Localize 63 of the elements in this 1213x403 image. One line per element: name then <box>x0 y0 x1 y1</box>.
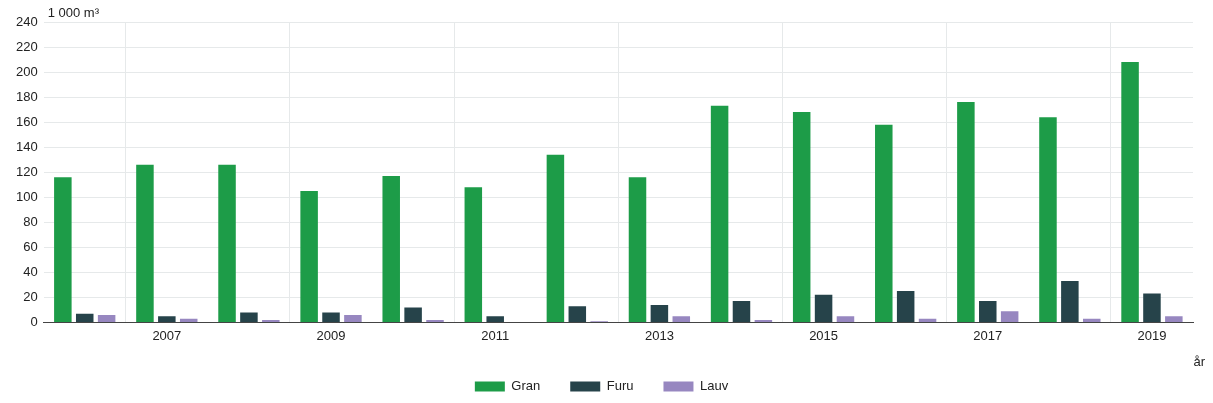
bar <box>1143 293 1161 322</box>
bar <box>262 319 280 322</box>
bar <box>979 301 997 322</box>
bar <box>732 301 751 322</box>
bar <box>97 314 116 322</box>
x-tick-label: 2017 <box>973 327 1003 343</box>
bar <box>54 177 72 322</box>
bar <box>1165 316 1183 322</box>
y-tick-label: 100 <box>15 188 38 204</box>
y-tick-label: 80 <box>23 213 38 229</box>
legend-label: Lauv <box>699 378 729 394</box>
x-tick-label: 2009 <box>316 327 346 343</box>
y-tick-label: 120 <box>15 163 38 179</box>
y-tick-label: 200 <box>15 63 38 79</box>
bar <box>426 319 444 322</box>
x-axis-title: år <box>1193 354 1206 370</box>
x-tick-label: 2015 <box>809 327 839 343</box>
bar <box>957 102 975 322</box>
bar <box>875 124 893 322</box>
bar <box>1039 117 1057 322</box>
bar <box>672 316 691 322</box>
bar <box>792 112 811 322</box>
bar <box>1121 62 1139 322</box>
y-tick-label: 20 <box>23 288 38 304</box>
bar <box>464 187 483 322</box>
bar <box>158 316 176 322</box>
legend-label: Gran <box>511 378 541 394</box>
y-tick-label: 180 <box>15 88 38 104</box>
x-tick-label: 2013 <box>644 327 674 343</box>
y-tick-label: 220 <box>15 38 38 54</box>
bar <box>344 314 362 322</box>
bar <box>240 312 258 322</box>
y-tick-label: 160 <box>15 113 38 129</box>
legend-label: Furu <box>606 378 634 394</box>
bar <box>382 175 400 322</box>
x-tick-label: 2019 <box>1137 327 1167 343</box>
bar <box>322 312 340 322</box>
y-tick-label: 60 <box>23 238 38 254</box>
bar <box>404 307 422 322</box>
y-axis-title: 1 000 m³ <box>47 5 100 21</box>
bar <box>218 164 236 322</box>
bar <box>836 316 855 322</box>
bar <box>1082 318 1101 322</box>
bar <box>486 316 504 322</box>
bar <box>814 294 833 322</box>
y-tick-label: 140 <box>15 138 38 154</box>
bar <box>1000 311 1019 322</box>
bar <box>754 319 773 322</box>
bar <box>710 105 729 322</box>
y-tick-label: 240 <box>15 13 38 29</box>
y-tick-label: 40 <box>23 263 38 279</box>
bar <box>300 190 318 322</box>
x-tick-label: 2011 <box>481 327 510 343</box>
bar <box>896 291 915 322</box>
bar <box>75 313 94 322</box>
bar <box>628 177 647 322</box>
bar <box>650 304 669 322</box>
x-tick-label: 2007 <box>152 327 182 343</box>
bar <box>546 154 565 322</box>
bar <box>568 306 587 322</box>
bar <box>1061 281 1079 322</box>
bar <box>136 164 154 322</box>
y-tick-label: 0 <box>30 313 38 329</box>
